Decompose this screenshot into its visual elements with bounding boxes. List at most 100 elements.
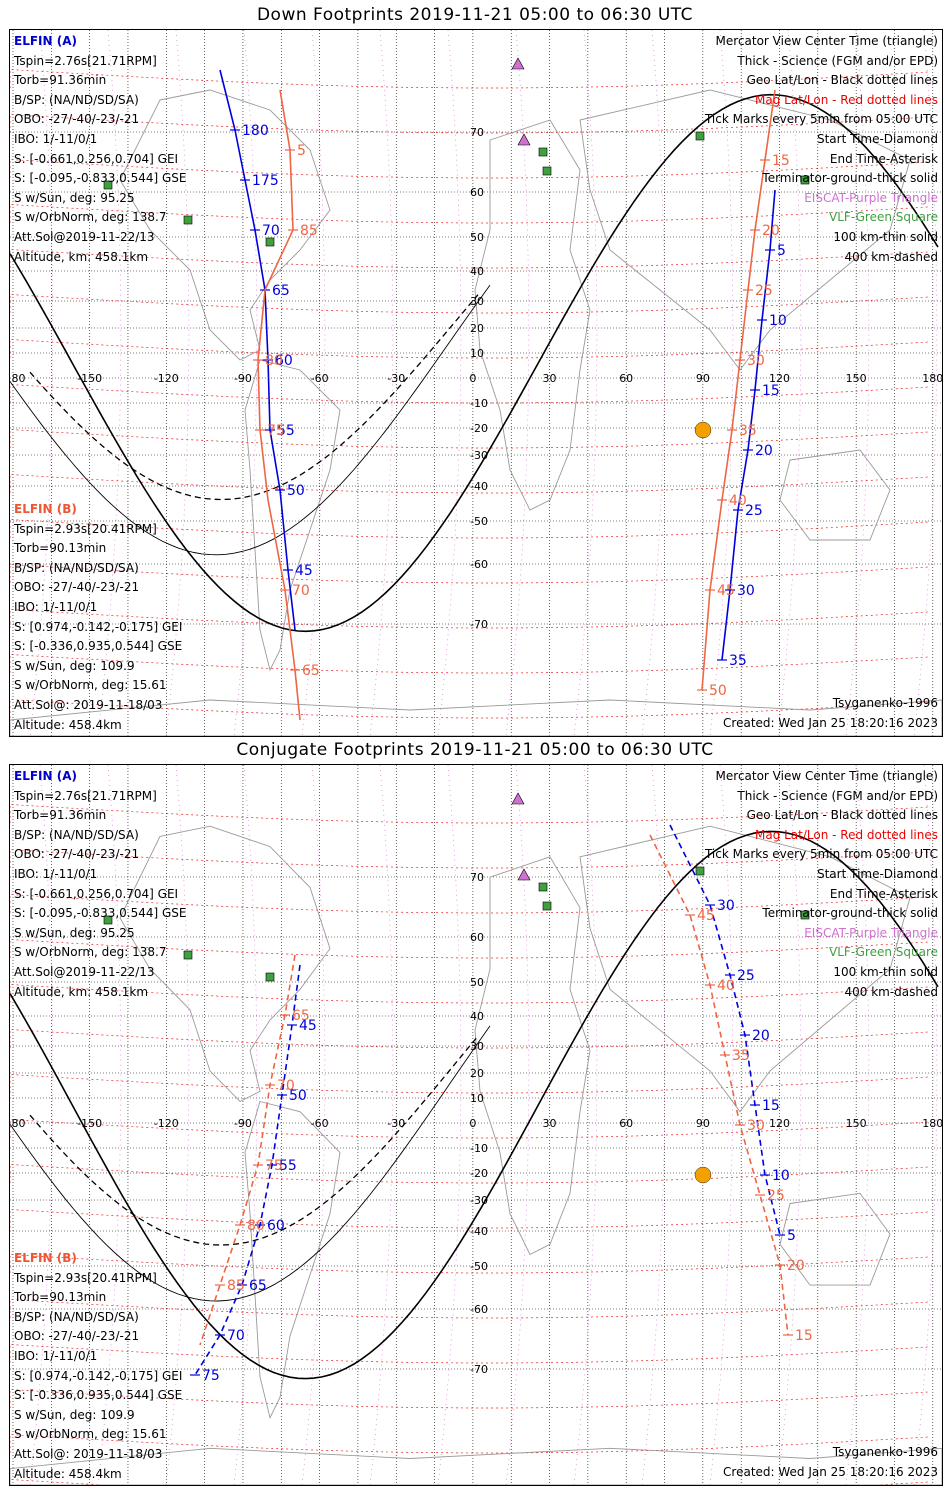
lat-tick-label: -20	[470, 1167, 488, 1180]
track-time-label: 50	[709, 683, 727, 699]
coastline	[779, 1192, 891, 1286]
mag-parallel	[10, 384, 931, 404]
coastline	[10, 699, 942, 736]
info-line: S: [-0.336,0.935,0.544] GSE	[14, 1388, 183, 1403]
track-time-label: 20	[752, 1028, 770, 1044]
legend-entry: Start Time-Diamond	[816, 866, 938, 881]
info-line: Att.Sol@2019-11-22/13	[14, 229, 155, 244]
mag-parallel	[10, 519, 931, 539]
sun-marker	[694, 421, 712, 439]
legend-entry: Thick - Science (FGM and/or EPD)	[737, 53, 938, 68]
mag-meridian	[437, 765, 462, 1485]
track-time-label: 50	[287, 483, 305, 499]
info-line: S: [0.974,-0.142,-0.175] GEI	[14, 1368, 183, 1383]
legend-entry: Terminator-ground-thick solid	[762, 906, 938, 921]
info-line: Tspin=2.76s[21.71RPM]	[14, 788, 157, 803]
elfin-b-track-east	[649, 834, 789, 1336]
mag-meridian	[97, 765, 122, 1485]
vlf-marker	[103, 180, 113, 190]
legend-entry: Tick Marks every 5min from 05:00 UTC	[704, 112, 938, 127]
lat-tick-label: 20	[470, 322, 484, 335]
lon-tick-label: -90	[234, 372, 252, 385]
lon-tick-label: 30	[543, 1117, 557, 1130]
elfin-a-track	[219, 69, 296, 631]
info-line: B/SP: (NA/ND/SD/SA)	[14, 827, 139, 842]
mag-meridian	[233, 30, 258, 736]
track-time-label: 55	[279, 1158, 297, 1174]
lon-tick-label: 120	[769, 1117, 790, 1130]
info-line: S w/Sun, deg: 109.9	[14, 658, 135, 673]
info-line: Tspin=2.93s[20.41RPM]	[14, 521, 157, 536]
map-conjugate: -180 -150 -120 -90 -60 -30 0 30 60 90 120 150 180 70 6…	[10, 765, 942, 1485]
info-line: B/SP: (NA/ND/SD/SA)	[14, 92, 139, 107]
legend-entry: Start Time-Diamond	[816, 131, 938, 146]
info-line: OBO: -27/-40/-23/-21	[14, 1329, 140, 1344]
track-time-label: 10	[772, 1168, 790, 1184]
terminator	[10, 830, 939, 1380]
track-time-label: 15	[795, 1328, 813, 1344]
legend: Mercator View Center Time (triangle) Thic…	[705, 32, 938, 267]
track-time-label: 70	[227, 1328, 245, 1344]
info-line: Att.Sol@2019-11-22/13	[14, 964, 155, 979]
mag-meridian	[165, 30, 190, 736]
mag-meridian	[437, 30, 462, 736]
lon-tick-label: 0	[469, 1117, 476, 1130]
track-time-label: 45	[697, 908, 715, 924]
mag-parallel	[10, 1434, 931, 1454]
vlf-marker	[800, 910, 810, 920]
mag-parallel	[10, 1389, 931, 1409]
coastline	[10, 1447, 942, 1485]
footprint-100km	[10, 284, 491, 556]
coastline	[474, 119, 591, 511]
coastline	[579, 89, 911, 371]
track-time-label: 45	[299, 1018, 317, 1034]
lon-tick-label: 150	[846, 372, 867, 385]
mag-parallel	[10, 1209, 931, 1229]
coastline	[579, 825, 911, 1113]
elfin-b-track	[199, 954, 296, 1346]
elfin-a-info: ELFIN (A) Tspin=2.76s[21.71RPM] Torb=91.36…	[14, 32, 187, 267]
mag-meridian	[505, 30, 530, 736]
lon-tick-label: 180	[922, 1117, 942, 1130]
lat-tick-label: -40	[470, 480, 488, 493]
mag-parallel	[10, 1164, 931, 1184]
mag-meridian	[573, 30, 598, 736]
lon-tick-label: -90	[234, 1117, 252, 1130]
info-line: S: [-0.661,0.256,0.704] GEI	[14, 886, 179, 901]
mag-parallel	[10, 1299, 931, 1319]
track-time-label: 20	[787, 1258, 805, 1274]
elfin-b-info: ELFIN (B) Tspin=2.93s[20.41RPM] Torb=90.13…	[14, 500, 182, 735]
lat-tick-label: 20	[470, 1067, 484, 1080]
lon-tick-label: 60	[619, 1117, 633, 1130]
mag-parallel	[10, 1344, 931, 1364]
lon-tick-label: 60	[619, 372, 633, 385]
info-line: S: [0.974,-0.142,-0.175] GEI	[14, 619, 183, 634]
info-line: Altitude: 458.4km	[14, 717, 122, 732]
lon-tick-label: -60	[311, 372, 329, 385]
eiscat-marker	[511, 792, 525, 805]
lat-tick-label: -50	[470, 1260, 488, 1273]
mag-meridian	[913, 30, 938, 736]
eiscat-marker	[517, 133, 531, 146]
lon-tick-label: -120	[154, 372, 179, 385]
track-time-label: 20	[762, 223, 780, 239]
legend-entry: Geo Lat/Lon - Black dotted lines	[746, 73, 938, 88]
coastline	[119, 89, 331, 361]
lon-tick-label: -150	[77, 1117, 102, 1130]
elfin-b-track	[257, 89, 301, 721]
track-time-label: 60	[267, 1218, 285, 1234]
vlf-marker	[265, 237, 275, 247]
track-time-label: 25	[755, 283, 773, 299]
track-time-label: 30	[747, 353, 765, 369]
lat-tick-label: -10	[470, 1142, 488, 1155]
vlf-marker	[265, 972, 275, 982]
elfin-heading: ELFIN (A)	[14, 769, 77, 783]
sun-marker	[694, 1166, 712, 1184]
track-time-label: 30	[747, 1118, 765, 1134]
track-time-label: 75	[202, 1368, 220, 1384]
info-line: Tspin=2.93s[20.41RPM]	[14, 1270, 157, 1285]
elfin-heading: ELFIN (B)	[14, 502, 77, 516]
mag-parallel	[10, 609, 931, 629]
info-line: B/SP: (NA/ND/SD/SA)	[14, 560, 139, 575]
mag-parallel	[10, 1119, 931, 1139]
